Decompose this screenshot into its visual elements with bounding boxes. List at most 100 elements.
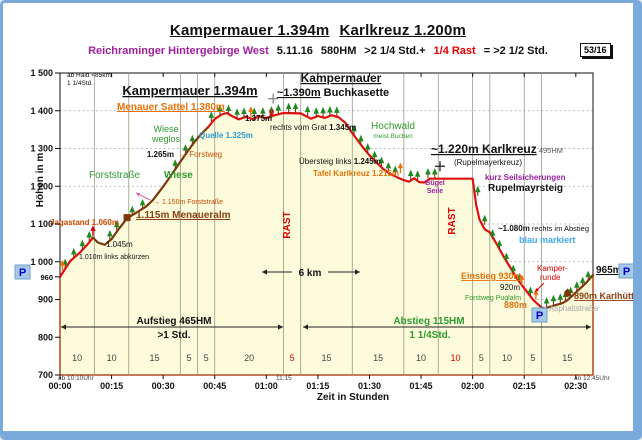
subtitle-part: 580HM [320,45,357,57]
parking-end-label: P [623,266,630,278]
tree-icon [414,170,421,177]
y-tick-label: 1 500 [30,68,53,78]
einstieg-marker-icon [519,274,525,280]
annotation-text: Aufstieg 465HM [136,316,211,327]
tree-icon [292,102,299,110]
y-tick-label: 960 [40,273,53,282]
tafel-marker-icon [397,162,404,169]
segment-minutes-label: 15 [373,353,383,363]
segment-minutes-label: 10 [416,353,426,363]
parking-start-label: P [19,267,26,279]
annotation-text: ~1.390m Buchkasette [277,87,389,99]
annotation-text: an 12:45Uhr [574,375,611,382]
segment-minutes-label: 5 [530,353,535,363]
tree-icon [527,286,534,293]
tree-icon [503,252,510,260]
annotation-text: Übersteig links 1.245m [299,157,381,166]
x-tick-label: 02:00 [461,381,484,391]
x-tick-label: 00:45 [203,381,226,391]
annotation-text: Asphaltstraße [549,304,599,313]
subtitle-part: >2 1/4 Std.+ [364,45,426,57]
y-tick-label: 700 [38,370,53,380]
annotation-text: Kampermauer [301,71,382,85]
annotation-text: 1.010m links abkürzen [79,254,149,261]
jagastand-marker-icon [90,225,96,231]
annotation-part: rechts vom Grat [270,123,329,132]
page-ref-badge: 53/16 [580,43,611,57]
tree-icon [172,159,178,166]
profile-line-forest-road-brown [91,126,209,246]
x-tick-label: 01:45 [410,381,433,391]
tree-icon [251,107,258,115]
segment-minutes-label: 5 [186,353,191,363]
annotation-part: ~1.220m Karlkreuz [431,142,537,156]
subtitle-part: 5.11.16 [276,45,313,57]
annotation-text: → Forstweg [179,150,222,159]
tree-icon [107,229,113,237]
tree-icon [510,264,517,272]
annotation-text: rechts vom Grat 1.345m [270,123,356,132]
annotation-text: Einstieg 930m [461,271,522,281]
annotation-text: Kamper- [537,264,568,273]
annotation-text: ab 10:10Uhr [58,375,95,382]
tree-icon [475,185,481,193]
tree-icon [313,107,319,114]
annotation-text: 6 km [299,268,322,279]
y-tick-label: 1 400 [30,106,53,116]
annotation-part: Buchkasette [321,87,389,99]
tree-icon [70,247,77,255]
tree-icon [275,104,282,111]
annotation-text: Forststraße [89,170,141,181]
annotation-part: 1.245m [354,157,381,166]
parking-valley [531,307,548,323]
x-tick-label: 00:30 [152,381,175,391]
subtitle-part: 1/4 Rast [433,45,476,57]
tree-icon [425,167,431,175]
tree-icon [334,106,340,113]
y-tick-label: 1 100 [30,219,53,229]
annotation-text: 1 1/4Std. [409,330,450,341]
annotation-part: 1.345m [329,123,356,132]
forststrasse-pointer [136,193,141,197]
annotation-text: Jagastand 1.060m [50,218,119,227]
annotation-text: Hochwald [371,121,415,132]
annotation-text: (Rupelmayerkreuz) [454,158,522,167]
y-tick-label: 1 300 [30,144,53,154]
start-marker-icon [59,260,66,266]
distance-left [262,269,267,275]
subtitle-part: = >2 1/2 Std. [483,45,548,57]
kamperrunde-pointer [535,288,539,292]
tree-icon [378,156,385,164]
annotation-part: Übersteig links [299,157,354,166]
segment-minutes-label: 10 [107,353,117,363]
annotation-text: 1 1/4Std. [67,80,93,87]
tree-icon [129,205,136,213]
y-tick-label: 900 [38,295,53,305]
y-tick-label: 1 200 [30,181,53,191]
annotation-text: ab Haid <85km, [67,72,113,79]
parking-start [14,264,31,280]
segment-minutes-label: 5 [290,353,295,363]
annotation-part: ~1.390m [277,87,321,99]
annotation-text: RAST [447,207,458,234]
tree-icon [139,198,146,206]
tree-icon [432,167,438,175]
abstieg-extent [586,324,591,330]
annotation-text: runde [540,273,561,282]
sattel-marker-icon [248,106,254,112]
tree-icon [557,293,564,300]
tree-icon [189,134,196,142]
tree-icon [86,230,93,238]
segment-minutes-label: 10 [72,353,82,363]
annotation-text: 890m Karlhütte [574,291,639,301]
tree-icon [550,294,557,302]
annotation-text: meist Buchen [373,133,413,140]
parking-valley-label: P [536,310,543,322]
x-tick-label: 01:30 [358,381,381,391]
annotation-text: 920m [500,283,520,292]
segment-minutes-label: 15 [321,353,331,363]
tree-icon [543,297,550,304]
annotation-text: 1.045m [106,240,133,249]
annotation-part: rechts im Abstieg [530,224,589,233]
annotation-text: 1.375m [245,114,272,123]
